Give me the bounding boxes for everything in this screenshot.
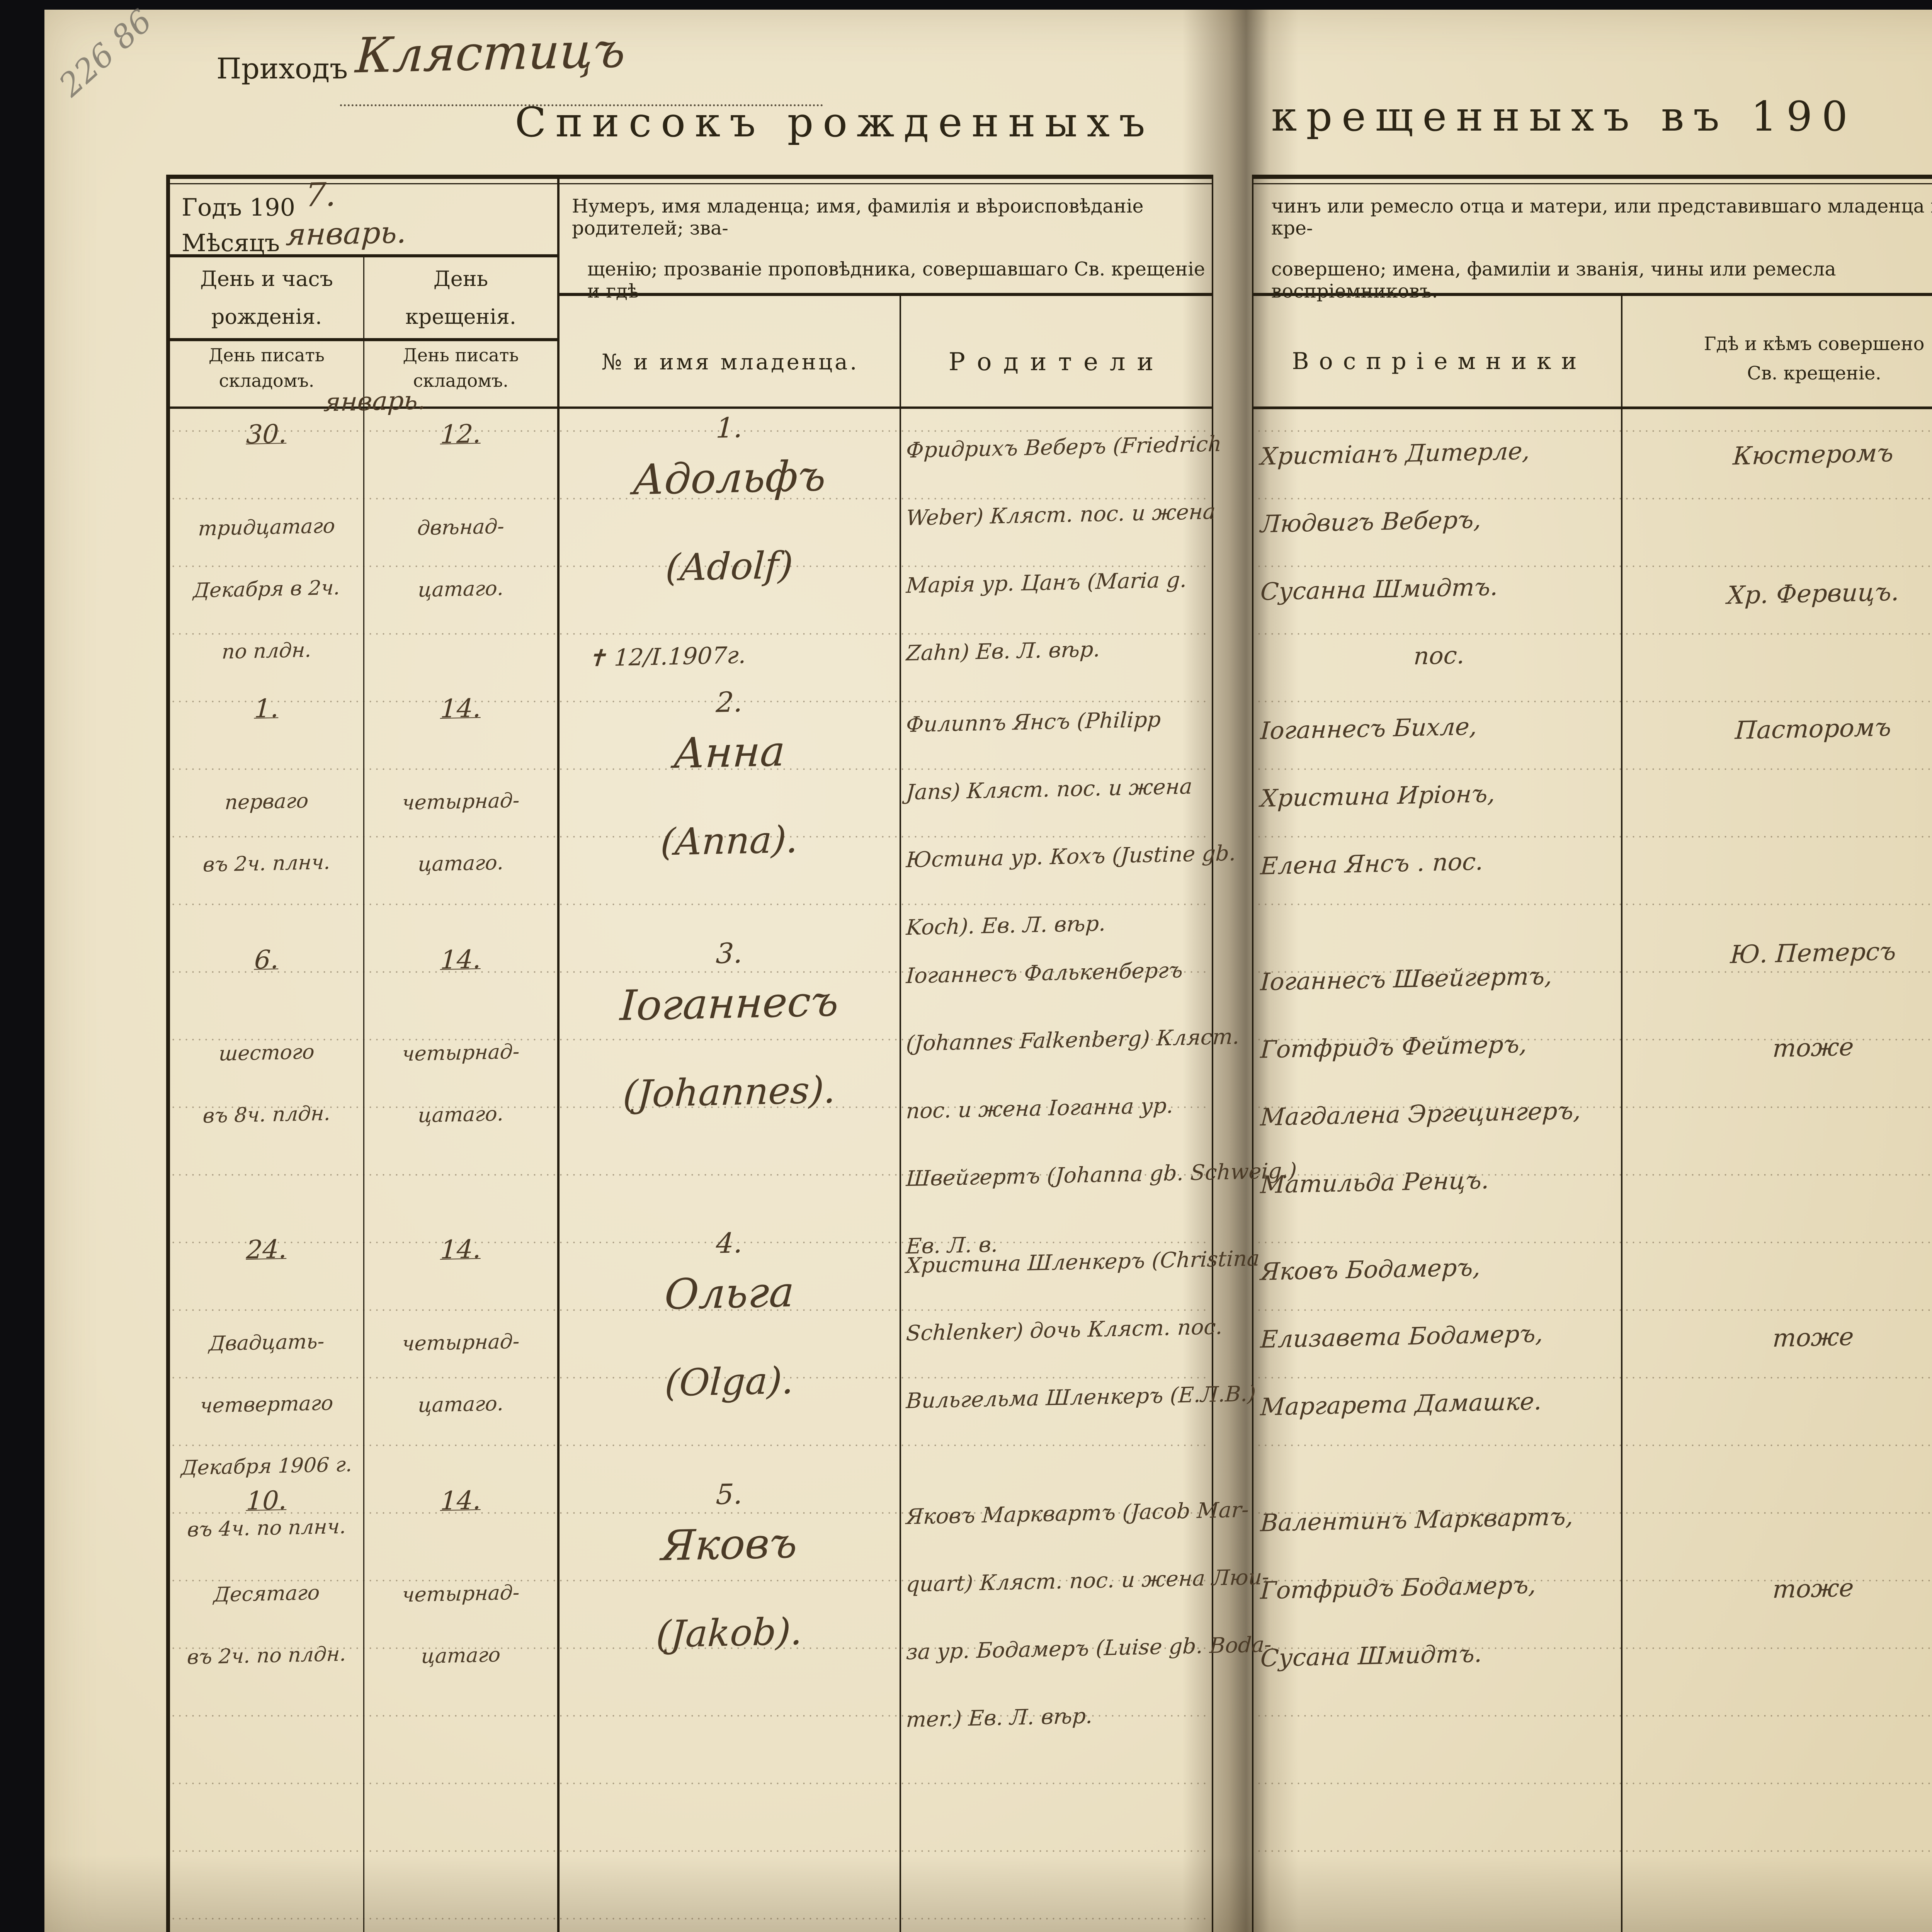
table-border [1252,175,1932,179]
record-2-birth-line: 1. [253,693,280,724]
table-border [166,338,558,341]
record-4-infant-name-latin: (Olga). [664,1359,795,1405]
record-3-baptism-line: четырнад- [401,1040,520,1066]
record-4-baptism-line: 14. [440,1234,482,1265]
table-border [166,183,1213,184]
year-label: Годъ 190 [182,193,296,221]
record-2-baptism-line: четырнад- [401,789,520,815]
table-border [1212,175,1213,1932]
table-desc-right-2: совершено; имена, фамиліи и званія, чины… [1271,258,1836,302]
table-border [166,406,1213,409]
table-border [557,293,1213,296]
baptism-col-header: День [433,267,488,291]
parents-col-header: Родители [948,348,1165,376]
record-1-birth-line: Декабря в 2ч. [192,576,341,603]
record-3-infant-name-latin: (Johannes). [622,1068,837,1116]
record-3-number: 3. [715,937,743,970]
record-4-birth-line: въ 4ч. по плнч. [187,1515,347,1542]
table-border [166,175,1213,179]
record-2-baptism-line: 14. [440,693,482,724]
guide-lines-right-page [1256,415,1932,1853]
where-col-header2: Св. крещеніе. [1747,362,1881,384]
record-1-baptism-line: 12. [440,418,482,450]
record-5-infant-name-latin: (Jakob). [655,1609,804,1656]
where-col-header: Гдѣ и кѣмъ совершено [1704,333,1925,355]
parish-name-handwritten: Клястицъ [354,22,627,84]
record-3-birth-line: въ 8ч. плдн. [202,1102,331,1128]
record-2-birth-line: въ 2ч. плнч. [202,850,331,877]
record-3-birth-line: 6. [253,944,280,975]
table-border [363,257,364,1932]
parish-label: Приходъ [216,52,348,85]
record-1-birth-line: по плдн. [221,638,312,664]
script-note-birth: День писать [209,345,325,366]
top-black-margin [44,0,1932,10]
record-5-infant-name: Яковъ [660,1519,799,1570]
script-note-baptism2: складомъ. [413,370,509,391]
record-2-number: 2. [715,685,743,719]
record-1-birth-line: 30. [245,418,288,450]
parish-underline [340,104,823,106]
record-1-infant-name-latin: (Adolf) [664,543,794,590]
record-3-birth-line: шестого [218,1040,315,1066]
record-5-baptism-line: цатаго [420,1643,501,1668]
record-4-baptism-line: цатаго. [417,1392,504,1417]
record-3-baptism-line: 14. [440,944,482,975]
record-1-death-note: ✝ 12/I.1907г. [587,641,747,672]
guide-lines-left-page [170,415,1209,1932]
record-2-infant-name-latin: (Anna). [659,818,799,864]
name-col-header: № и имя младенца. [601,350,859,375]
table-desc-right-1: чинъ или ремесло отца и матери, или пред… [1271,195,1932,239]
record-5-number: 5. [715,1478,743,1511]
birth-col-header: День и часъ [200,267,333,291]
record-1-baptism-line: двѣнад- [417,515,505,540]
page-title-left: Списокъ рожденныхъ [515,99,1155,146]
record-2-birth-line: перваго [224,789,309,815]
record-4-infant-name: Ольга [663,1268,796,1319]
page-title-right: крещенныхъ въ 190 [1271,93,1857,140]
month-label: Мѣсяцъ [182,229,280,257]
record-3-baptism-line: цатаго. [417,1102,504,1128]
record-4-number: 4. [715,1226,743,1260]
record-4-birth-line: четвертаго [199,1391,334,1418]
script-note-baptism: День писать [403,345,519,366]
table-desc-left-2: щенію; прозваніе проповѣдника, совершавш… [587,258,1205,302]
record-5-birth-line: 10. [245,1485,288,1516]
table-border [166,175,170,1932]
record-5-baptism-line: четырнад- [401,1581,520,1607]
record-5-baptism-line: 14. [440,1485,482,1516]
table-desc-left-1: Нумеръ, имя младенца; имя, фамилія и вѣр… [572,195,1144,239]
record-5-birth-line: Десятаго [213,1581,320,1607]
record-5-birth-line: въ 2ч. по плдн. [186,1642,347,1669]
record-2-infant-name: Анна [672,727,786,778]
month-handwritten: январь. [285,215,408,253]
record-4-birth-line: Декабря 1906 г. [180,1453,353,1480]
record-1-infant-name: Адольфъ [631,452,827,505]
script-note-birth2: складомъ. [219,370,315,391]
record-4-birth-line: 24. [245,1234,288,1265]
record-1-number: 1. [715,411,743,444]
table-border [557,175,560,1932]
sponsors-col-header: Воспріемники [1292,348,1587,375]
record-2-baptism-line: цатаго. [417,851,504,876]
record-1-birth-line: тридцатаго [197,514,336,541]
record-4-birth-line: Двадцать- [208,1330,325,1356]
table-border [900,296,901,1932]
table-border [1252,406,1932,409]
table-border [1252,183,1932,184]
table-border [1252,293,1932,296]
table-border [1621,296,1622,1932]
record-3-infant-name: Іоганнесъ [619,977,840,1030]
baptism-col-header2: крещенія. [405,304,516,329]
record-1-baptism-line: цатаго. [417,577,504,602]
month-span-handwritten: январь. [323,385,427,417]
table-border [1252,175,1253,1932]
table-border [166,254,558,257]
year-handwritten: 7. [304,175,337,214]
record-4-baptism-line: четырнад- [401,1330,520,1356]
birth-col-header2: рожденія. [211,304,322,329]
left-black-margin [0,0,44,1932]
